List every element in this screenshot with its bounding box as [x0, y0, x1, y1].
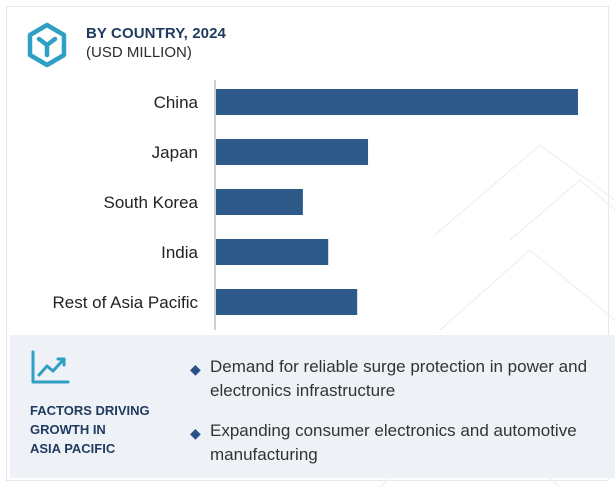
category-label: China [154, 93, 199, 112]
factors-panel: FACTORS DRIVING GROWTH IN ASIA PACIFIC ◆… [10, 335, 615, 478]
factor-text: Expanding consumer electronics and autom… [210, 421, 577, 464]
factor-item: ◆ Demand for reliable surge protection i… [190, 355, 600, 403]
chart-title: BY COUNTRY, 2024 [86, 25, 226, 42]
diamond-bullet-icon: ◆ [190, 361, 201, 377]
factors-title-line: FACTORS DRIVING [30, 403, 150, 418]
bar-japan [216, 139, 369, 165]
chart-subtitle: (USD MILLION) [86, 44, 192, 61]
diamond-bullet-icon: ◆ [190, 425, 201, 441]
category-label: India [161, 243, 198, 262]
bar-south-korea [216, 189, 303, 215]
bar-chart: China Japan South Korea India Rest of Asia P… [52, 80, 578, 330]
category-label: Rest of Asia Pacific [52, 293, 198, 312]
category-label: Japan [152, 143, 198, 162]
factor-item: ◆ Expanding consumer electronics and aut… [190, 419, 600, 467]
bar-china [216, 89, 578, 115]
factor-text: Demand for reliable surge protection in … [210, 357, 588, 400]
factors-title-line: ASIA PACIFIC [30, 441, 116, 456]
factors-title-line: GROWTH IN [30, 422, 106, 437]
line-chart-icon [31, 350, 70, 384]
category-label: South Korea [103, 193, 198, 212]
hexagon-y-icon [27, 22, 67, 68]
factors-title: FACTORS DRIVING GROWTH IN ASIA PACIFIC [30, 401, 180, 458]
card-frame [6, 6, 609, 481]
bar-india [216, 239, 329, 265]
bar-rest-of-asia-pacific [216, 289, 358, 315]
